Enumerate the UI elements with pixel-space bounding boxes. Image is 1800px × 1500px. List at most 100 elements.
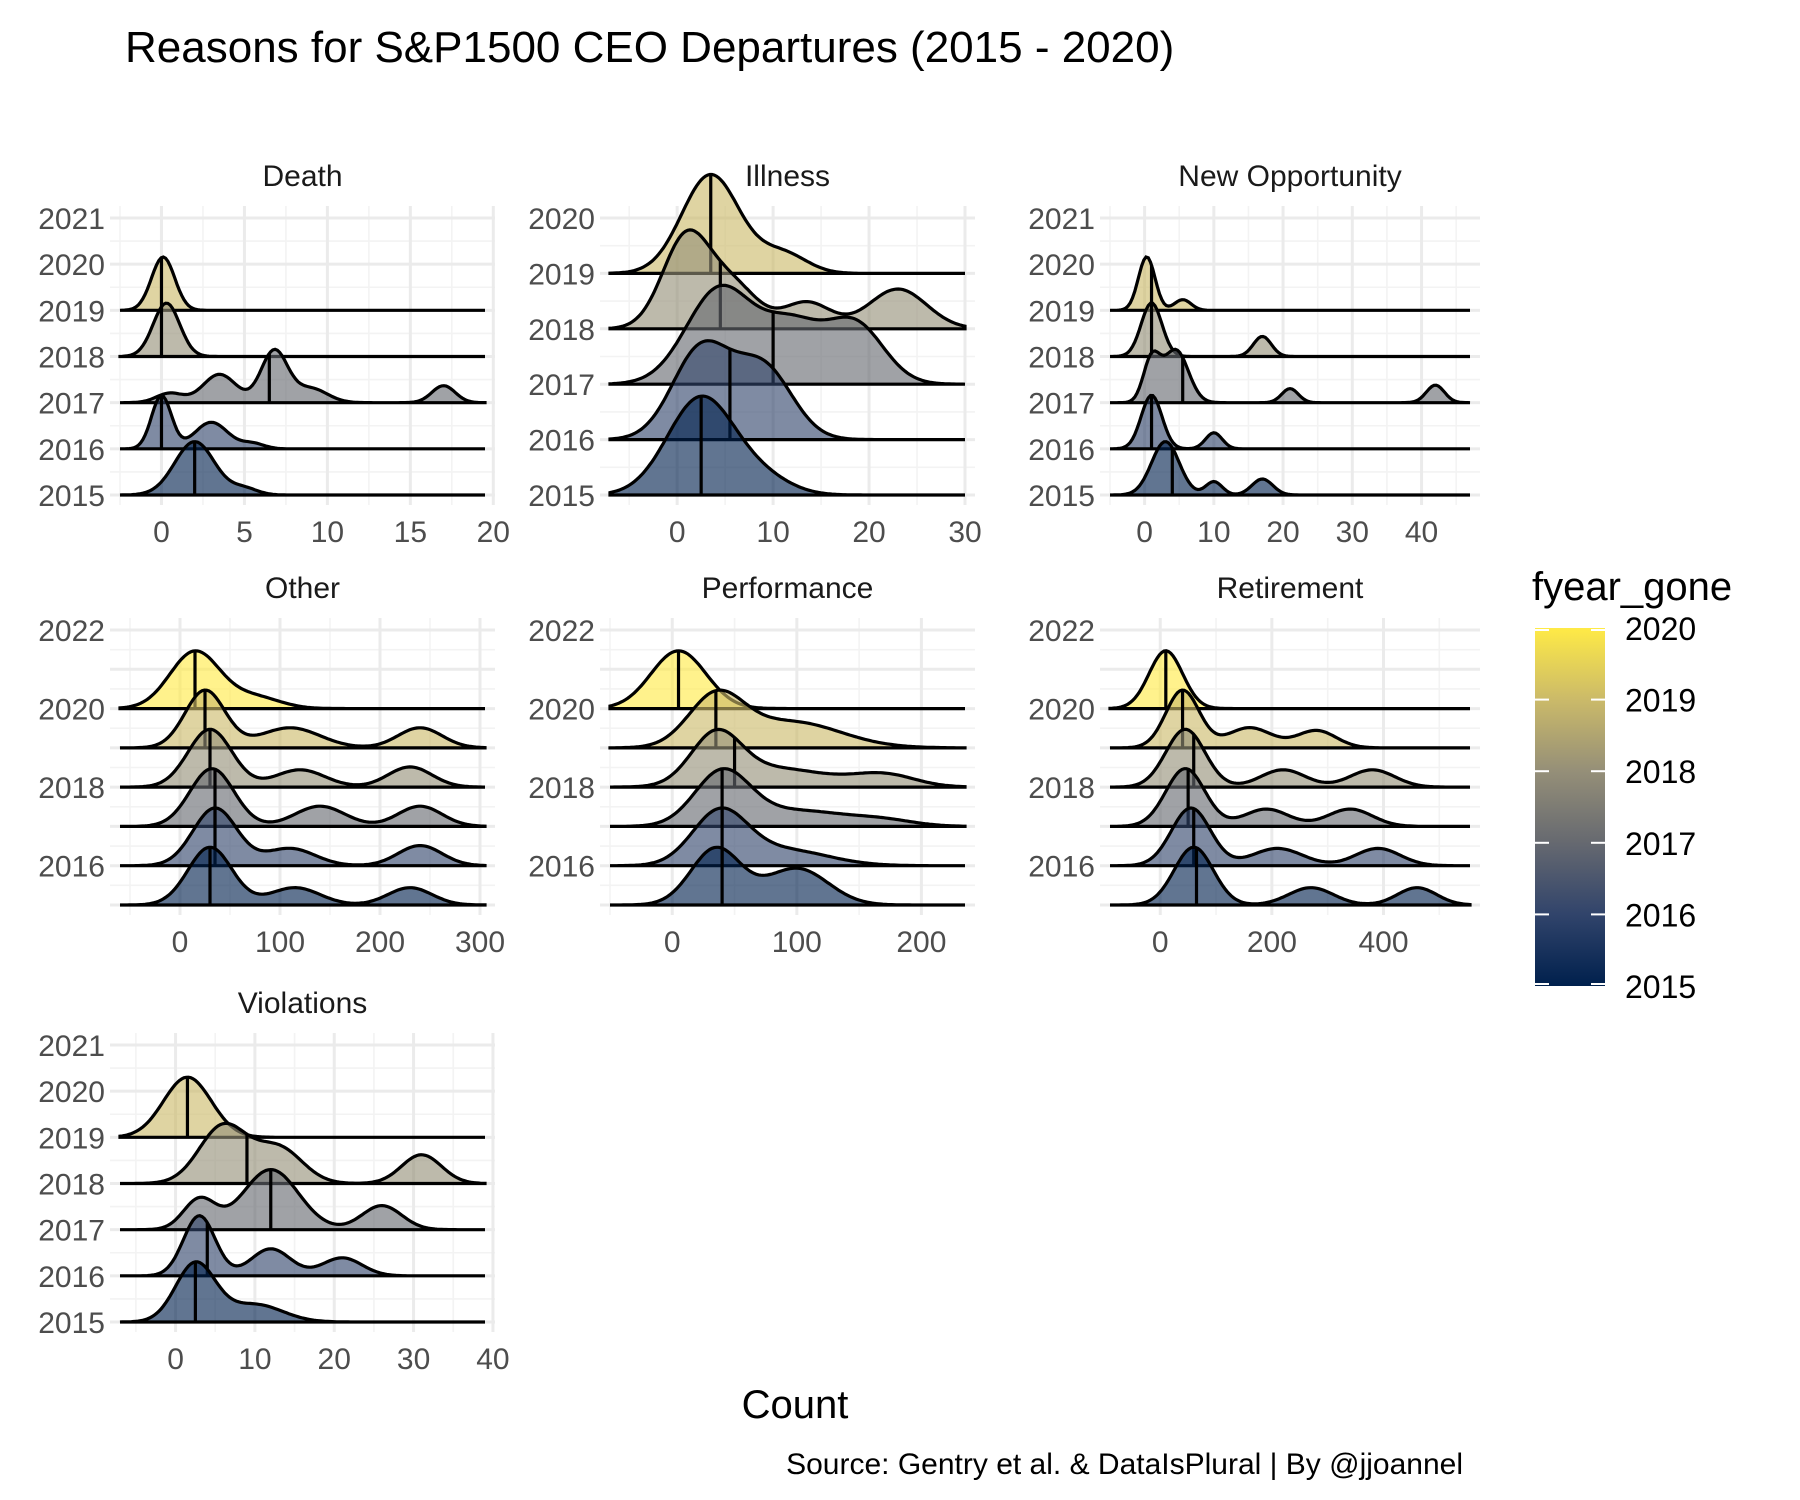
panel-strip-label: Illness [745, 160, 830, 193]
ridge-2018 [1110, 301, 1470, 359]
x-tick-label: 10 [756, 516, 789, 549]
ridge-2016 [120, 393, 485, 451]
ridge-2015 [119, 440, 485, 497]
y-tick-label: 2020 [38, 1076, 105, 1109]
panel-violations: Violations 2015 2016 2017 2018 2019 2020 2021 0 1… [38, 987, 509, 1376]
x-tick-label: 5 [236, 516, 253, 549]
y-tick-label: 2017 [528, 369, 595, 402]
y-tick-label: 2016 [38, 851, 105, 884]
panel-other: Other 2016 2018 2020 2022 0 100 200 300 [38, 572, 505, 959]
x-tick-label: 300 [455, 926, 505, 959]
x-tick-label: 40 [1405, 516, 1438, 549]
y-tick-label: 2020 [528, 694, 595, 727]
y-tick-label: 2017 [1028, 388, 1095, 421]
x-tick-label: 10 [238, 1343, 271, 1376]
y-tick-label: 2020 [38, 249, 105, 282]
x-tick-label: 30 [1336, 516, 1369, 549]
y-tick-label: 2022 [1028, 615, 1095, 648]
ridge-2015 [608, 394, 965, 497]
y-tick-label: 2016 [528, 425, 595, 458]
y-tick-label: 2020 [38, 694, 105, 727]
legend-tick-label: 2017 [1625, 826, 1696, 862]
y-tick-label: 2019 [38, 1122, 105, 1155]
y-tick-label: 2020 [528, 203, 595, 236]
panel-performance: Performance 2016 2018 2020 2022 0 100 200 [528, 572, 975, 959]
panel-death: Death 2015 2016 2017 2018 2019 2020 2021 0 5 10 15 2… [38, 160, 510, 549]
legend-title: fyear_gone [1532, 565, 1732, 609]
x-tick-label: 20 [477, 516, 510, 549]
x-tick-label: 0 [167, 1343, 184, 1376]
y-tick-label: 2019 [38, 295, 105, 328]
y-tick-label: 2017 [38, 1215, 105, 1248]
x-tick-label: 10 [1197, 516, 1230, 549]
ridge-2018 [120, 1121, 487, 1186]
panel-strip-label: New Opportunity [1178, 160, 1401, 193]
x-tick-label: 10 [311, 516, 344, 549]
y-tick-label: 2018 [1028, 772, 1095, 805]
x-tick-label: 0 [1136, 516, 1153, 549]
x-tick-label: 100 [255, 926, 305, 959]
x-tick-label: 0 [153, 516, 170, 549]
ridge-2019 [608, 688, 967, 750]
y-tick-label: 2016 [528, 851, 595, 884]
y-tick-label: 2015 [38, 480, 105, 513]
legend-tick-label: 2016 [1625, 897, 1696, 933]
y-tick-label: 2018 [1028, 342, 1095, 375]
y-tick-label: 2019 [528, 258, 595, 291]
y-tick-label: 2018 [38, 1169, 105, 1202]
y-tick-label: 2018 [38, 342, 105, 375]
y-tick-label: 2022 [528, 615, 595, 648]
y-tick-label: 2020 [1028, 694, 1095, 727]
ridge-2018 [118, 301, 485, 359]
y-tick-label: 2017 [38, 388, 105, 421]
y-tick-label: 2016 [38, 434, 105, 467]
ridge-2016 [120, 1214, 485, 1278]
panel-new-opportunity: New Opportunity2015201620172018201920202… [1028, 160, 1480, 549]
panel-strip-label: Other [265, 572, 340, 605]
legend-colorbar [1535, 628, 1605, 986]
x-axis-label: Count [742, 1383, 849, 1427]
panel-illness: Illness 2015 2016 2017 2018 2019 2020 0 10 20 30 [528, 160, 981, 549]
y-tick-label: 2015 [528, 480, 595, 513]
panel-retirement: Retirement 2016 2018 2020 2022 0 200 400 [1028, 572, 1480, 959]
y-tick-label: 2016 [1028, 851, 1095, 884]
x-tick-label: 30 [948, 516, 981, 549]
ridge-2018 [610, 727, 967, 789]
panel-strip-label: Death [262, 160, 342, 193]
x-tick-label: 30 [397, 1343, 430, 1376]
chart-caption: Source: Gentry et al. & DataIsPlural | B… [786, 1448, 1463, 1481]
y-tick-label: 2015 [1028, 480, 1095, 513]
y-tick-label: 2018 [38, 772, 105, 805]
x-tick-label: 0 [669, 516, 686, 549]
y-tick-label: 2019 [1028, 295, 1095, 328]
y-tick-label: 2016 [38, 1261, 105, 1294]
y-tick-label: 2022 [38, 615, 105, 648]
ridge-2017 [120, 347, 487, 405]
ridge-2016 [1110, 393, 1470, 451]
legend-tick-label: 2020 [1625, 611, 1696, 647]
x-tick-label: 20 [318, 1343, 351, 1376]
x-tick-label: 100 [772, 926, 822, 959]
x-tick-label: 200 [896, 926, 946, 959]
y-tick-label: 2021 [38, 1030, 105, 1063]
ridge-2019 [1109, 688, 1470, 750]
legend-tick-label: 2018 [1625, 754, 1696, 790]
panel-strip-label: Retirement [1217, 572, 1364, 605]
ridge-2017 [610, 767, 967, 828]
x-tick-label: 15 [394, 516, 427, 549]
ridge-2019 [1110, 255, 1470, 312]
legend-tick-label: 2015 [1625, 969, 1696, 1005]
ridge-2019 [118, 1075, 485, 1139]
ridge-2018 [1110, 727, 1470, 789]
ridge-2015 [610, 845, 965, 907]
y-tick-label: 2021 [38, 203, 105, 236]
chart-title: Reasons for S&P1500 CEO Departures (2015… [125, 23, 1174, 72]
y-tick-label: 2016 [1028, 434, 1095, 467]
x-tick-label: 200 [355, 926, 405, 959]
panel-strip-label: Performance [702, 572, 874, 605]
x-tick-label: 20 [852, 516, 885, 549]
legend: fyear_gone 2020 2019 2018 2017 2016 2015 [1532, 565, 1732, 1005]
ridge-2017 [120, 1167, 485, 1232]
